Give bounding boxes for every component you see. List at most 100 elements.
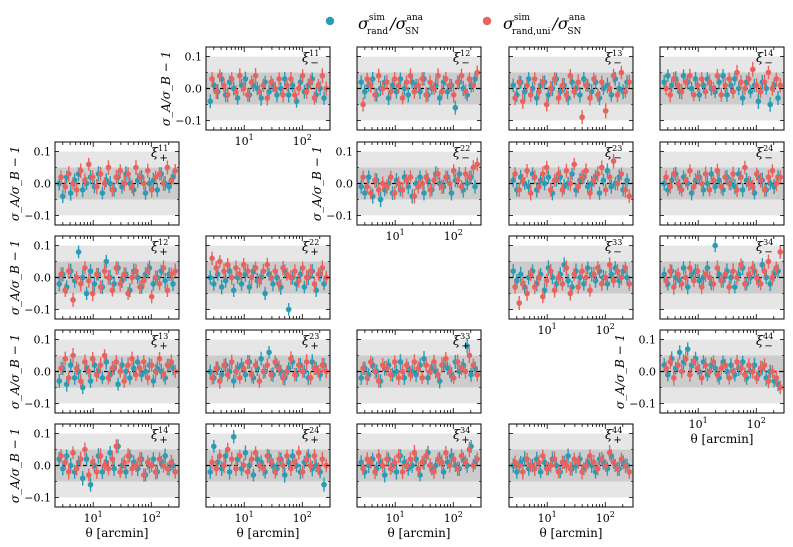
x-tick-label-exp: 2 [458, 228, 463, 237]
data-point [248, 456, 255, 462]
data-point [379, 462, 386, 469]
data-point [516, 79, 523, 85]
y-tick-label: 0.1 [34, 146, 52, 159]
panel-label-sup: 13 [612, 49, 622, 58]
data-point [372, 92, 378, 98]
data-point [244, 469, 251, 475]
data-point [105, 164, 112, 171]
data-point [97, 453, 104, 459]
data-point [702, 88, 709, 95]
x-tick-label-exp: 1 [249, 510, 254, 519]
data-point [387, 371, 394, 378]
data-point [117, 368, 124, 375]
data-point [769, 368, 776, 375]
panel-label-sign: + [310, 247, 318, 258]
data-point [678, 187, 685, 193]
data-point [109, 456, 116, 462]
data-point [622, 187, 629, 193]
data-point [563, 265, 570, 271]
x-tick-label-base: 10 [596, 324, 610, 337]
x-tick-label-base: 10 [444, 512, 458, 525]
data-point [393, 368, 400, 375]
data-point [462, 171, 469, 177]
data-point [319, 265, 326, 271]
data-point [678, 88, 685, 95]
data-point [710, 85, 717, 92]
data-point [391, 190, 398, 196]
data-point [311, 365, 318, 372]
data-point [559, 82, 566, 89]
data-point [466, 76, 473, 82]
data-point [276, 456, 282, 462]
data-point [101, 352, 108, 359]
panel-label-base: ξ [151, 334, 159, 349]
data-point [397, 359, 404, 365]
data-point [533, 95, 540, 101]
data-point [696, 277, 703, 284]
data-point [595, 265, 601, 271]
data-point [415, 365, 422, 372]
data-point [682, 274, 689, 281]
data-point [567, 465, 574, 472]
data-point [111, 465, 117, 472]
data-point [510, 268, 517, 274]
data-point [141, 277, 147, 284]
data-point [536, 183, 542, 190]
data-point [716, 177, 722, 184]
legend-label-rand-uni-sub: rand,uni [512, 27, 551, 37]
x-tick-label: 101 [386, 228, 405, 243]
data-point [777, 174, 784, 180]
data-point [228, 456, 235, 462]
data-point [395, 82, 402, 89]
data-point [739, 187, 746, 193]
data-point [524, 290, 530, 297]
data-point [569, 171, 575, 177]
data-point [58, 365, 64, 372]
data-point [722, 271, 729, 278]
panel-label: ξ33 + [453, 332, 470, 352]
panel-label-sign: − [461, 153, 469, 164]
data-point [315, 465, 322, 472]
data-point [292, 459, 298, 466]
x-tick-label-base: 10 [235, 512, 249, 525]
panel-label-base: ξ [302, 51, 310, 66]
data-point [284, 453, 290, 459]
data-point [407, 456, 414, 462]
panel-label-sup: 24 [763, 144, 773, 153]
data-point [62, 459, 69, 466]
panel-label-sup: 12 [460, 49, 470, 58]
data-point [150, 378, 157, 384]
y-tick-label: 0.1 [336, 146, 354, 159]
data-point [252, 72, 259, 79]
panel-label-base: ξ [453, 51, 461, 66]
data-point [71, 375, 78, 381]
data-point [512, 284, 518, 290]
data-point [262, 290, 268, 297]
panel-xi-plus-12: ξ12 +0.10.0−0.1σ_A/σ_B − 1 [8, 235, 180, 320]
data-point [233, 265, 239, 271]
data-point [375, 378, 382, 384]
data-point [670, 76, 677, 82]
data-point [470, 82, 477, 89]
data-point [579, 469, 585, 475]
data-point [142, 368, 149, 375]
data-point [446, 180, 453, 187]
x-tick-label-exp: 2 [610, 322, 615, 331]
data-point [87, 378, 94, 384]
panel-label-sup: 24 [309, 426, 319, 435]
data-point [761, 79, 768, 85]
data-point [454, 465, 461, 472]
data-point [583, 274, 589, 281]
data-point [224, 371, 231, 378]
data-point [555, 95, 562, 101]
data-point [230, 433, 237, 440]
data-point [221, 462, 227, 469]
data-point [512, 171, 518, 177]
data-point [144, 167, 151, 174]
data-point [602, 108, 609, 114]
data-point [73, 365, 80, 372]
data-point [738, 174, 744, 180]
data-point [315, 271, 322, 278]
panel-label: ξ22 + [302, 238, 319, 258]
